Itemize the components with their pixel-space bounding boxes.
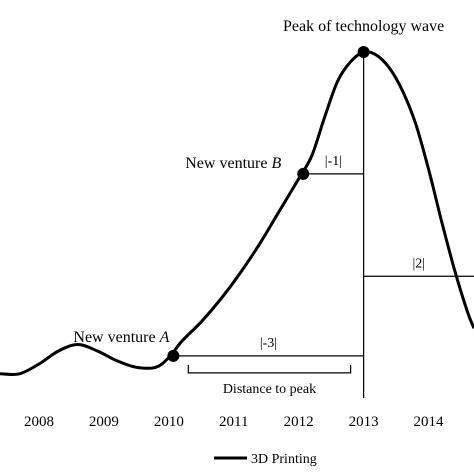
- x-tick-label-5: 2013: [349, 414, 379, 430]
- point-marker-2: [358, 46, 370, 58]
- distance-label-0: |-1|: [325, 154, 342, 169]
- x-tick-label-2: 2010: [154, 414, 184, 430]
- point-marker-0: [167, 350, 179, 362]
- x-tick-label-0: 2008: [24, 414, 54, 430]
- point-label-2: Peak of technology wave: [283, 18, 444, 35]
- label-layer: |-1| |-3| |2| Distance to peak New venture A…: [73, 18, 444, 397]
- x-tick-labels: 20082009201020112012201320142: [24, 414, 474, 430]
- point-layer: [167, 46, 369, 362]
- bracket-label: Distance to peak: [223, 382, 316, 397]
- x-tick-label-3: 2011: [219, 414, 248, 430]
- legend: 3D Printing: [214, 452, 317, 467]
- legend-label-0: 3D Printing: [251, 452, 317, 467]
- point-marker-1: [297, 168, 309, 180]
- distance-label-2: |2|: [413, 256, 426, 271]
- curve-layer: [0, 52, 474, 375]
- x-tick-label-1: 2009: [89, 414, 119, 430]
- point-label-1: New venture B: [185, 155, 281, 172]
- distance-label-1: |-3|: [260, 336, 277, 351]
- distance-bracket: [188, 365, 350, 373]
- point-label-0: New venture A: [73, 329, 169, 346]
- x-tick-label-4: 2012: [284, 414, 314, 430]
- series-line-0: [0, 52, 474, 375]
- x-tick-label-6: 2014: [414, 414, 445, 430]
- guide-layer: [173, 52, 474, 398]
